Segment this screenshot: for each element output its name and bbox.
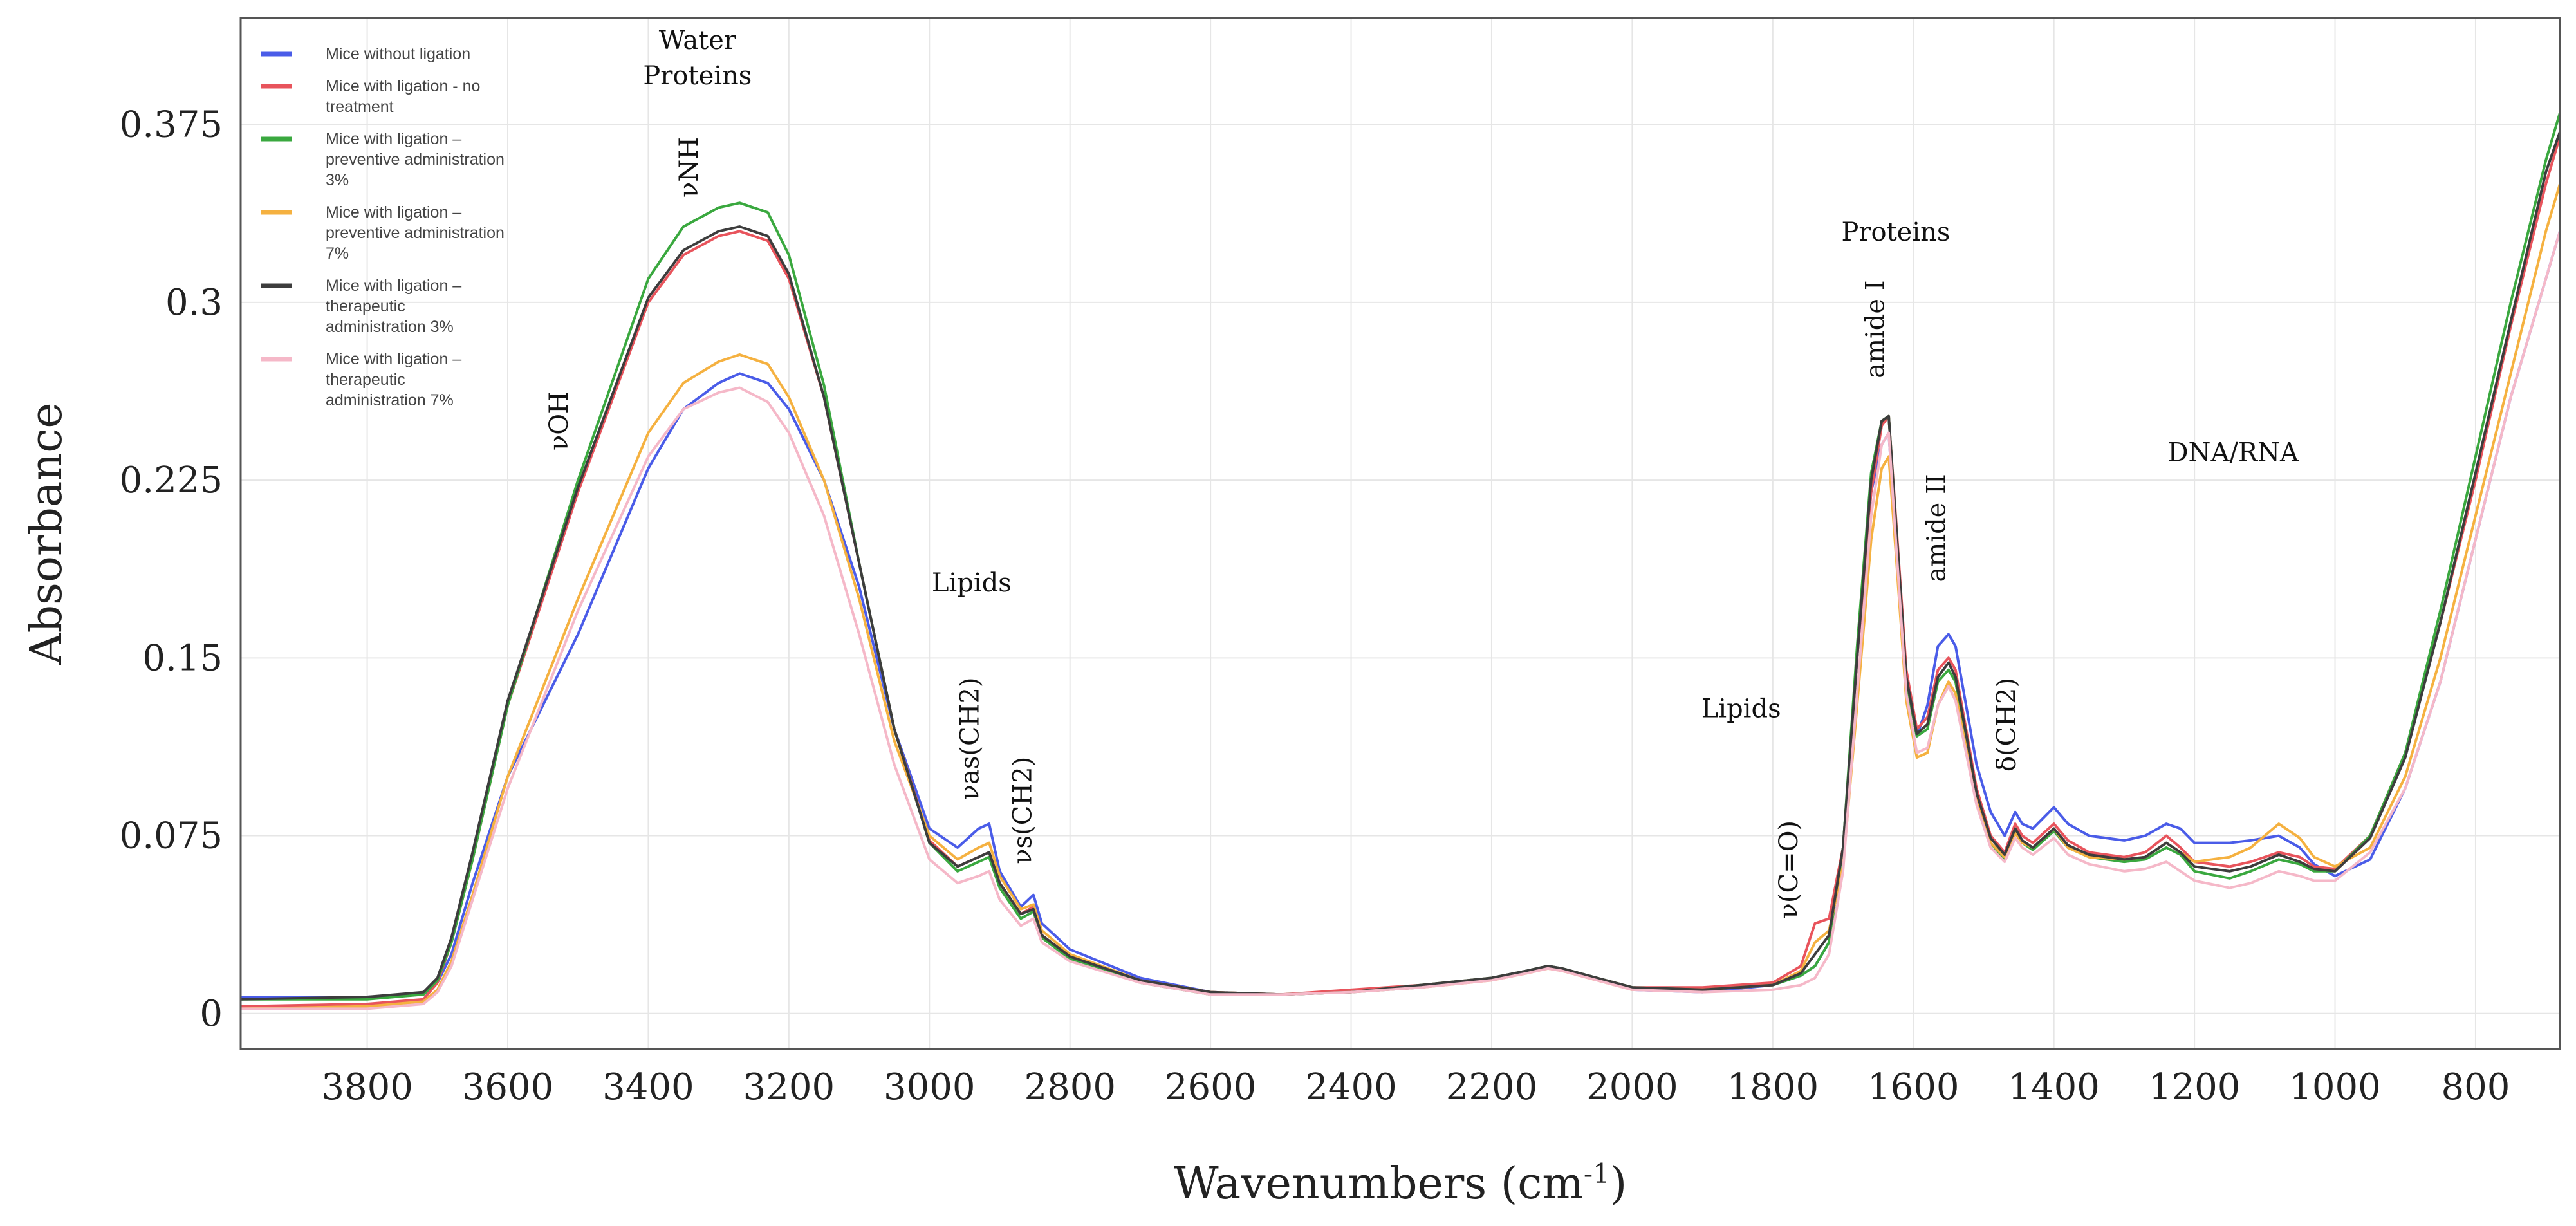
annotation-water: Water [659,26,737,55]
legend-label-3: preventive administration [326,151,505,169]
annotation-lipids-1: Lipids [932,568,1012,598]
series-line-3 [241,112,2561,1001]
series-line-6 [241,230,2561,1010]
annotation-vc-o: ν(C=O) [1774,821,1804,918]
x-tick-label: 3600 [462,1066,554,1108]
y-axis-title: Absorbance [21,402,72,665]
legend-label-5: therapeutic [326,297,405,315]
y-tick-label: 0 [199,993,223,1035]
spectra-series [240,112,2561,1010]
x-tick-label: 1800 [1727,1066,1819,1108]
x-tick-label: 3200 [743,1066,835,1108]
legend-label-4: Mice with ligation – [326,203,461,221]
legend-label-1: Mice without ligation [326,45,470,63]
legend-label-5: Mice with ligation – [326,277,461,295]
annotation-proteins-2: Proteins [1841,218,1950,247]
x-tick-label: 3800 [321,1066,413,1108]
y-tick-label: 0.3 [165,282,223,324]
band-annotations: Water Proteins νNH νOH Lipids νas(CH2) νs(CH2)… [544,26,2299,919]
grid [241,18,2560,1049]
legend-label-3: 3% [326,171,349,189]
annotation-vnh: νNH [674,137,704,198]
annotation-amide-1: amide I [1860,280,1890,378]
x-tick-label: 1400 [2008,1066,2100,1108]
legend-label-4: 7% [326,245,349,263]
x-tick-label: 3000 [884,1066,976,1108]
x-tick-label: 2200 [1446,1066,1538,1108]
y-tick-label: 0.225 [120,460,223,501]
series-line-4 [240,183,2561,1010]
annotation-delta-ch2: δ(CH2) [1992,678,2022,772]
y-tick-label: 0.15 [142,637,223,679]
annotation-vs-ch2: νs(CH2) [1008,757,1038,864]
y-tick-label: 0.075 [120,815,223,857]
annotation-voh: νOH [544,391,574,450]
annotation-dna-rna: DNA/RNA [2167,438,2299,468]
legend-label-2: Mice with ligation - no [326,77,480,95]
x-tick-label: 2800 [1024,1066,1116,1108]
y-tick-label: 0.375 [120,104,223,146]
legend-label-3: Mice with ligation – [326,130,461,148]
plot-frame [239,17,2561,1050]
x-tick-label: 1200 [2149,1066,2241,1108]
legend-label-2: treatment [326,98,394,116]
annotation-vas-ch2: νas(CH2) [956,677,985,800]
annotation-proteins-1: Proteins [643,61,752,91]
x-axis-title: Wavenumbers (cm-1) [1174,1158,1627,1209]
x-tick-label: 1000 [2289,1066,2381,1108]
series-line-5 [240,131,2561,1001]
legend-label-6: administration 7% [326,391,454,409]
annotation-amide-2: amide II [1922,474,1951,582]
series-line-1 [241,230,2561,998]
legend-label-5: administration 3% [326,318,454,336]
x-tick-label: 3400 [602,1066,694,1108]
legend-label-6: therapeutic [326,371,405,389]
axis-ticks: 3800 3600 3400 3200 3000 2800 2600 2400 2200 2000… [120,104,2510,1108]
legend-label-4: preventive administration [326,224,505,242]
x-tick-label: 1600 [1867,1066,1960,1108]
x-tick-label: 2400 [1305,1066,1397,1108]
x-tick-label: 2000 [1586,1066,1678,1108]
legend: Mice without ligation Mice with ligation … [261,45,505,409]
x-tick-label: 800 [2442,1066,2510,1108]
legend-label-6: Mice with ligation – [326,350,461,368]
x-tick-label: 2600 [1165,1066,1257,1108]
annotation-lipids-2: Lipids [1701,694,1781,723]
